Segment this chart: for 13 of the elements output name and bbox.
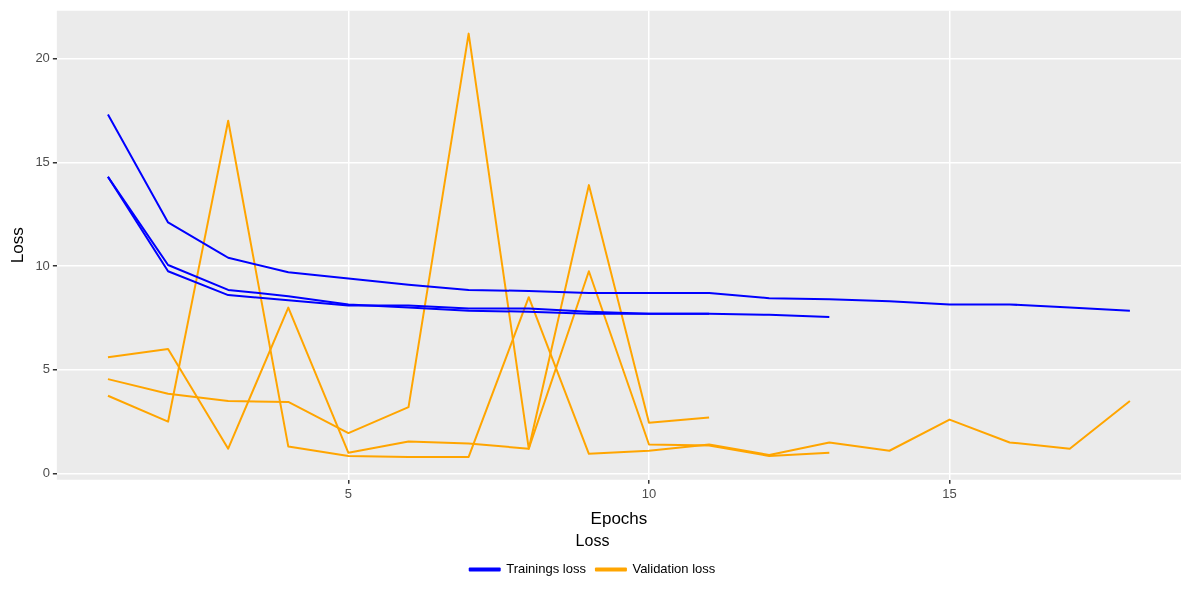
legend-label: Validation loss bbox=[632, 561, 716, 577]
legend-label: Trainings loss bbox=[506, 561, 587, 577]
x-tick-label: 10 bbox=[641, 486, 657, 502]
x-tick-label: 5 bbox=[344, 486, 353, 502]
legend-title: Loss bbox=[575, 532, 610, 550]
y-tick-label: 10 bbox=[35, 257, 50, 273]
x-tick-label: 15 bbox=[942, 486, 957, 502]
x-axis-title: Epochs bbox=[590, 509, 648, 529]
y-tick-label: 20 bbox=[35, 50, 50, 66]
y-tick-label: 15 bbox=[35, 153, 50, 169]
y-tick-label: 5 bbox=[42, 361, 50, 377]
y-axis-title: Loss bbox=[7, 227, 27, 264]
y-tick-label: 0 bbox=[42, 465, 50, 481]
